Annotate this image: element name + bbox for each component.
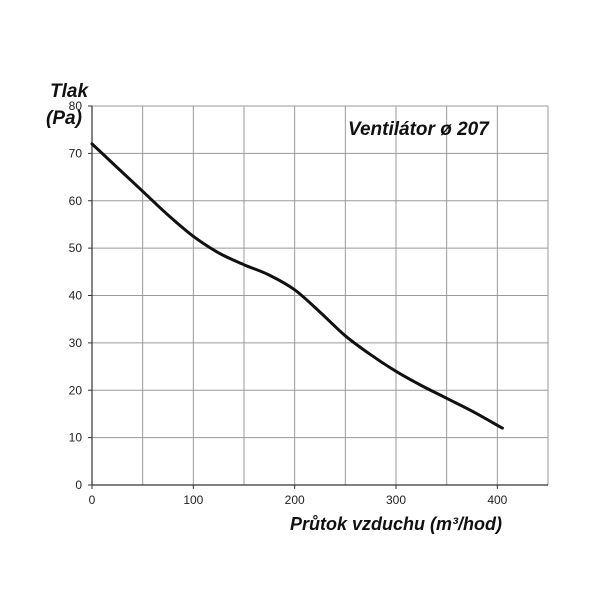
y-tick-label: 60 — [69, 194, 83, 208]
chart-title: Ventilátor ø 207 — [348, 119, 490, 140]
y-tick-label: 20 — [69, 383, 83, 397]
chart-grid — [92, 105, 549, 485]
y-tick-label: 50 — [69, 241, 83, 255]
x-tick-label: 200 — [285, 493, 305, 507]
y-axis-label-line1: Tlak — [50, 81, 89, 102]
y-axis-label-line2: (Pa) — [46, 108, 82, 129]
y-tick-label: 80 — [69, 99, 83, 113]
x-tick-label: 400 — [487, 493, 507, 507]
x-tick-label: 300 — [386, 493, 406, 507]
y-tick-label: 70 — [69, 146, 83, 160]
x-tick-label: 0 — [89, 493, 96, 507]
y-tick-label: 30 — [69, 336, 83, 350]
y-tick-label: 0 — [75, 478, 82, 492]
y-tick-label: 40 — [69, 289, 83, 303]
chart-ticks: 0 10 20 30 40 50 60 70 80 0 100 200 300 400 — [69, 99, 508, 507]
x-axis-label: Průtok vzduchu (m³/hod) — [290, 514, 502, 534]
y-tick-label: 10 — [69, 431, 83, 445]
x-tick-label: 100 — [183, 493, 203, 507]
series-line — [90, 142, 504, 430]
